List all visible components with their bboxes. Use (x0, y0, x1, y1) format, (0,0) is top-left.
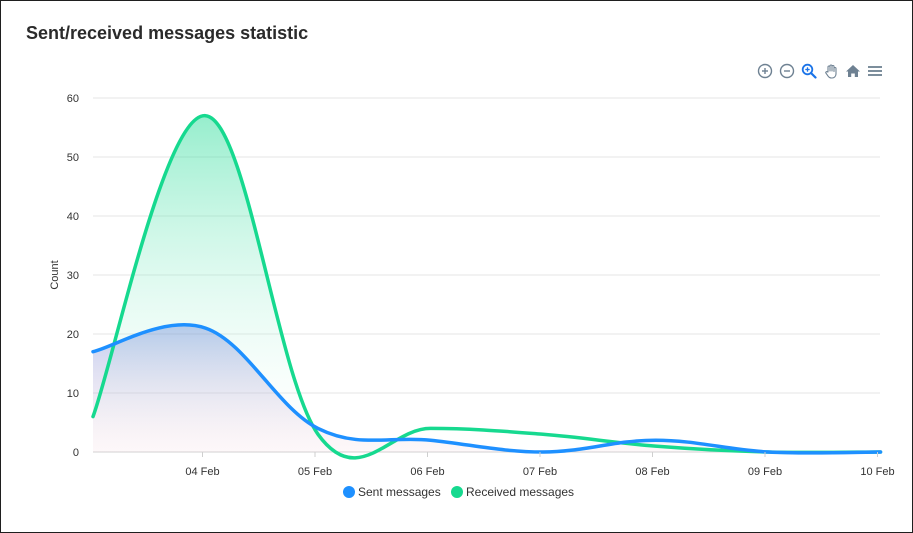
x-tick-label: 05 Feb (298, 466, 332, 478)
legend-label-received[interactable]: Received messages (466, 485, 574, 499)
zoom-out-icon[interactable] (778, 62, 796, 80)
reset-home-icon[interactable] (844, 62, 862, 80)
zoom-in-icon[interactable] (756, 62, 774, 80)
area-fill-sent (93, 324, 881, 453)
selection-zoom-icon[interactable] (800, 62, 818, 80)
series-line-received[interactable] (91, 113, 883, 460)
x-tick-label: 07 Feb (523, 466, 557, 478)
y-axis-label: Count (49, 260, 61, 289)
menu-icon[interactable] (866, 62, 884, 80)
y-tick-label: 10 (67, 388, 79, 400)
y-tick-label: 0 (73, 447, 79, 459)
x-tick-label: 04 Feb (185, 466, 219, 478)
legend-marker-sent[interactable] (343, 486, 355, 498)
y-tick-label: 60 (67, 93, 79, 105)
pan-hand-icon[interactable] (822, 62, 840, 80)
x-tick-label: 10 Feb (860, 466, 894, 478)
chart-toolbar (756, 61, 884, 81)
y-tick-label: 30 (67, 270, 79, 282)
x-tick-label: 08 Feb (635, 466, 669, 478)
y-tick-label: 50 (67, 152, 79, 164)
x-tick-label: 06 Feb (410, 466, 444, 478)
x-tick-label: 09 Feb (748, 466, 782, 478)
y-tick-label: 20 (67, 329, 79, 341)
chart-title: Sent/received messages statistic (26, 23, 309, 43)
area-fill-received (93, 115, 881, 458)
y-tick-label: 40 (67, 211, 79, 223)
legend-marker-received[interactable] (451, 486, 463, 498)
series-line-sent[interactable] (91, 323, 883, 455)
legend-label-sent[interactable]: Sent messages (358, 485, 441, 499)
